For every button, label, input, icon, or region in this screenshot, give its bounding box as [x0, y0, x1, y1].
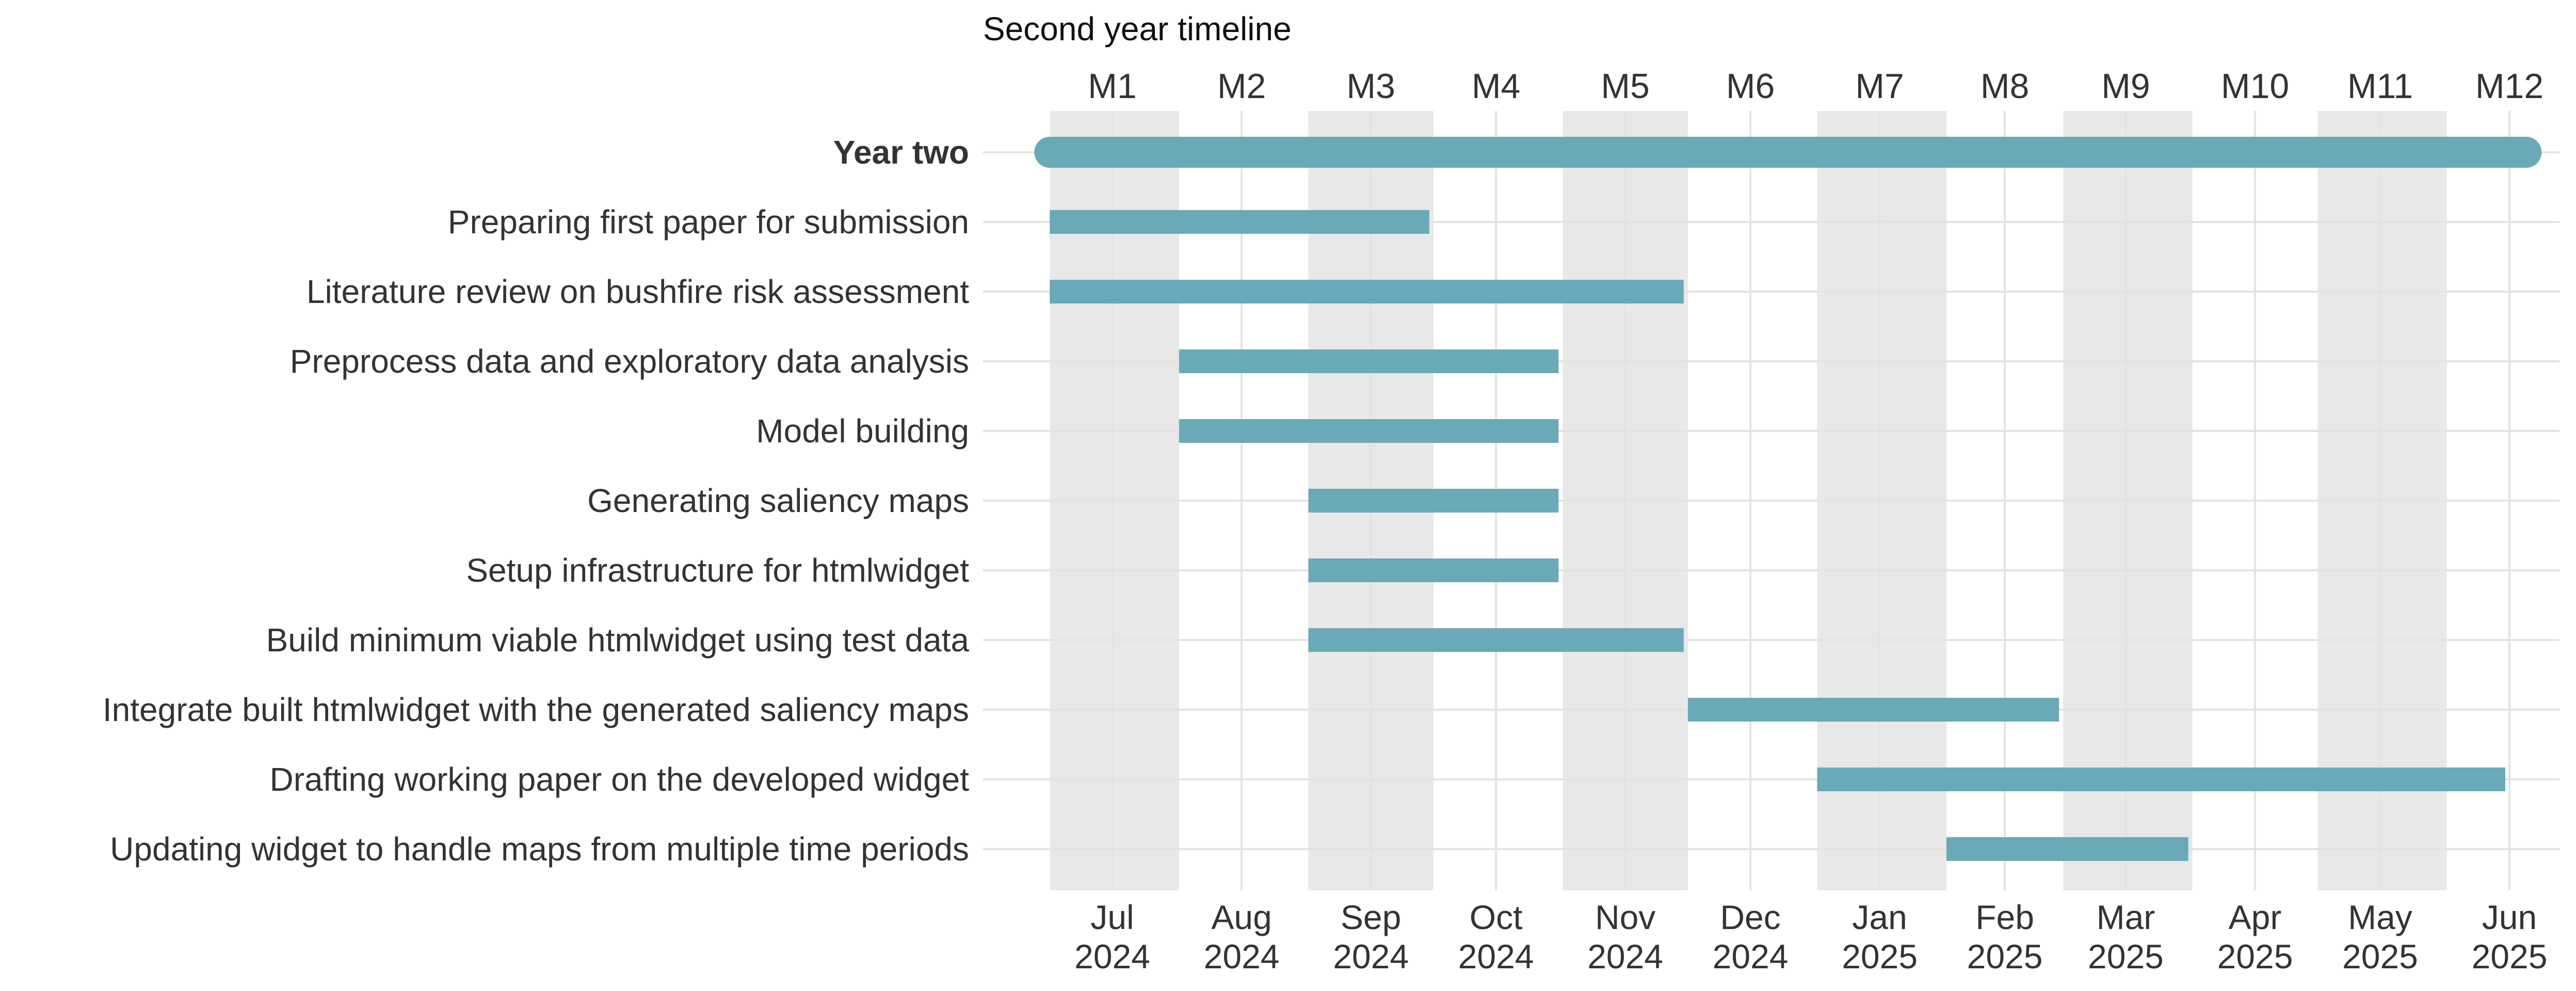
- task-label: Preprocess data and exploratory data ana…: [290, 343, 969, 380]
- x-tick-year-label: 2024: [1713, 937, 1789, 976]
- summary-task-label: Year two: [833, 134, 969, 171]
- month-label: M6: [1726, 67, 1775, 106]
- task-label: Preparing first paper for submission: [448, 203, 969, 241]
- task-label: Updating widget to handle maps from mult…: [110, 830, 969, 868]
- month-label: M7: [1855, 67, 1904, 106]
- x-tick-year-label: 2025: [1842, 937, 1918, 976]
- task-bar: [1817, 768, 2505, 791]
- x-tick-month-label: Dec: [1720, 898, 1780, 936]
- x-axis-tick-labels: Jul2024Aug2024Sep2024Oct2024Nov2024Dec20…: [1074, 898, 2547, 976]
- x-tick-year-label: 2024: [1333, 937, 1409, 976]
- x-tick-year-label: 2024: [1204, 937, 1280, 976]
- task-bar: [1308, 489, 1559, 513]
- x-tick-month-label: Jun: [2482, 898, 2537, 936]
- x-tick-month-label: Nov: [1595, 898, 1655, 936]
- task-bar: [1946, 837, 2188, 861]
- task-label: Generating saliency maps: [587, 482, 969, 519]
- x-tick-month-label: Apr: [2229, 898, 2282, 936]
- x-tick-month-label: Feb: [1975, 898, 2034, 936]
- x-tick-month-label: Jul: [1090, 898, 1134, 936]
- task-label: Drafting working paper on the developed …: [269, 761, 969, 798]
- task-label: Literature review on bushfire risk asses…: [307, 273, 969, 310]
- month-label: M9: [2101, 67, 2150, 106]
- task-bars: [1034, 137, 2542, 861]
- x-tick-month-label: May: [2348, 898, 2412, 936]
- task-bar: [1050, 210, 1429, 234]
- x-tick-year-label: 2024: [1458, 937, 1534, 976]
- month-label: M5: [1601, 67, 1649, 106]
- x-tick-year-label: 2025: [2342, 937, 2418, 976]
- x-tick-month-label: Aug: [1211, 898, 1271, 936]
- month-label: M8: [1981, 67, 2029, 106]
- x-tick-year-label: 2025: [1967, 937, 2043, 976]
- task-bar: [1179, 349, 1559, 373]
- task-bar: [1179, 419, 1559, 443]
- month-label: M11: [2347, 67, 2413, 106]
- month-labels: M1 M2 M3 M4 M5 M6 M7 M8 M9 M10 M11 M12: [1088, 67, 2543, 106]
- task-labels: Year two Preparing first paper for submis…: [103, 134, 970, 868]
- task-label: Integrate built htmlwidget with the gene…: [103, 691, 969, 728]
- x-tick-month-label: Jan: [1852, 898, 1907, 936]
- task-label: Model building: [756, 412, 969, 450]
- task-label: Build minimum viable htmlwidget using te…: [266, 621, 970, 659]
- x-tick-year-label: 2024: [1074, 937, 1150, 976]
- x-tick-month-label: Sep: [1341, 898, 1401, 936]
- task-bar: [1308, 628, 1684, 652]
- chart-title: Second year timeline: [983, 10, 1292, 47]
- task-bar: [1687, 698, 2059, 722]
- month-label: M12: [2475, 67, 2543, 106]
- month-label: M10: [2221, 67, 2289, 106]
- month-label: M4: [1472, 67, 1520, 106]
- task-bar: [1050, 280, 1684, 303]
- month-label: M1: [1088, 67, 1136, 106]
- month-label: M2: [1217, 67, 1266, 106]
- x-tick-year-label: 2024: [1587, 937, 1663, 976]
- task-label: Setup infrastructure for htmlwidget: [466, 552, 969, 589]
- month-label: M3: [1346, 67, 1395, 106]
- x-tick-year-label: 2025: [2217, 937, 2293, 976]
- x-tick-year-label: 2025: [2088, 937, 2164, 976]
- x-tick-month-label: Mar: [2097, 898, 2155, 936]
- x-tick-month-label: Oct: [1470, 898, 1523, 936]
- task-bar: [1308, 558, 1559, 582]
- x-tick-year-label: 2025: [2472, 937, 2548, 976]
